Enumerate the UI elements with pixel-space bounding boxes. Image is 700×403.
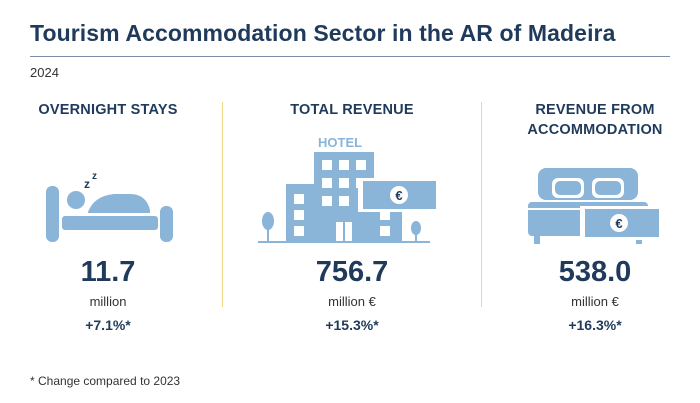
year-label: 2024: [30, 65, 59, 80]
indicator-change: +16.3%*: [568, 317, 622, 333]
bed-sleeping-icon: z z: [42, 166, 174, 251]
indicator-value: 756.7: [315, 256, 389, 288]
hotel-sign-text: HOTEL: [318, 135, 362, 150]
indicator-heading-line2: ACCOMMODATION: [527, 122, 663, 138]
indicator-unit: million €: [328, 294, 376, 309]
indicator-change: +7.1%*: [85, 317, 131, 333]
column-separator-1: [222, 102, 223, 307]
indicator-heading: REVENUE FROM: [535, 102, 655, 118]
svg-text:z: z: [84, 177, 90, 191]
indicator-value: 538.0: [558, 256, 632, 288]
euro-symbol: €: [395, 188, 402, 203]
hotel-building-icon: HOTEL: [256, 132, 443, 252]
svg-text:z: z: [92, 171, 97, 182]
indicator-unit: million €: [571, 294, 619, 309]
column-separator-2: [481, 102, 482, 307]
indicator-value: 11.7: [80, 256, 136, 288]
footnote: * Change compared to 2023: [30, 374, 181, 388]
indicator-unit: million: [89, 294, 127, 309]
euro-symbol: €: [615, 216, 622, 231]
page-title: Tourism Accommodation Sector in the AR o…: [30, 20, 616, 46]
indicator-heading: OVERNIGHT STAYS: [38, 102, 178, 118]
indicator-change: +15.3%*: [325, 317, 379, 333]
title-underline: [30, 56, 670, 57]
double-bed-money-icon: €: [526, 166, 666, 251]
indicator-heading: TOTAL REVENUE: [290, 102, 414, 118]
